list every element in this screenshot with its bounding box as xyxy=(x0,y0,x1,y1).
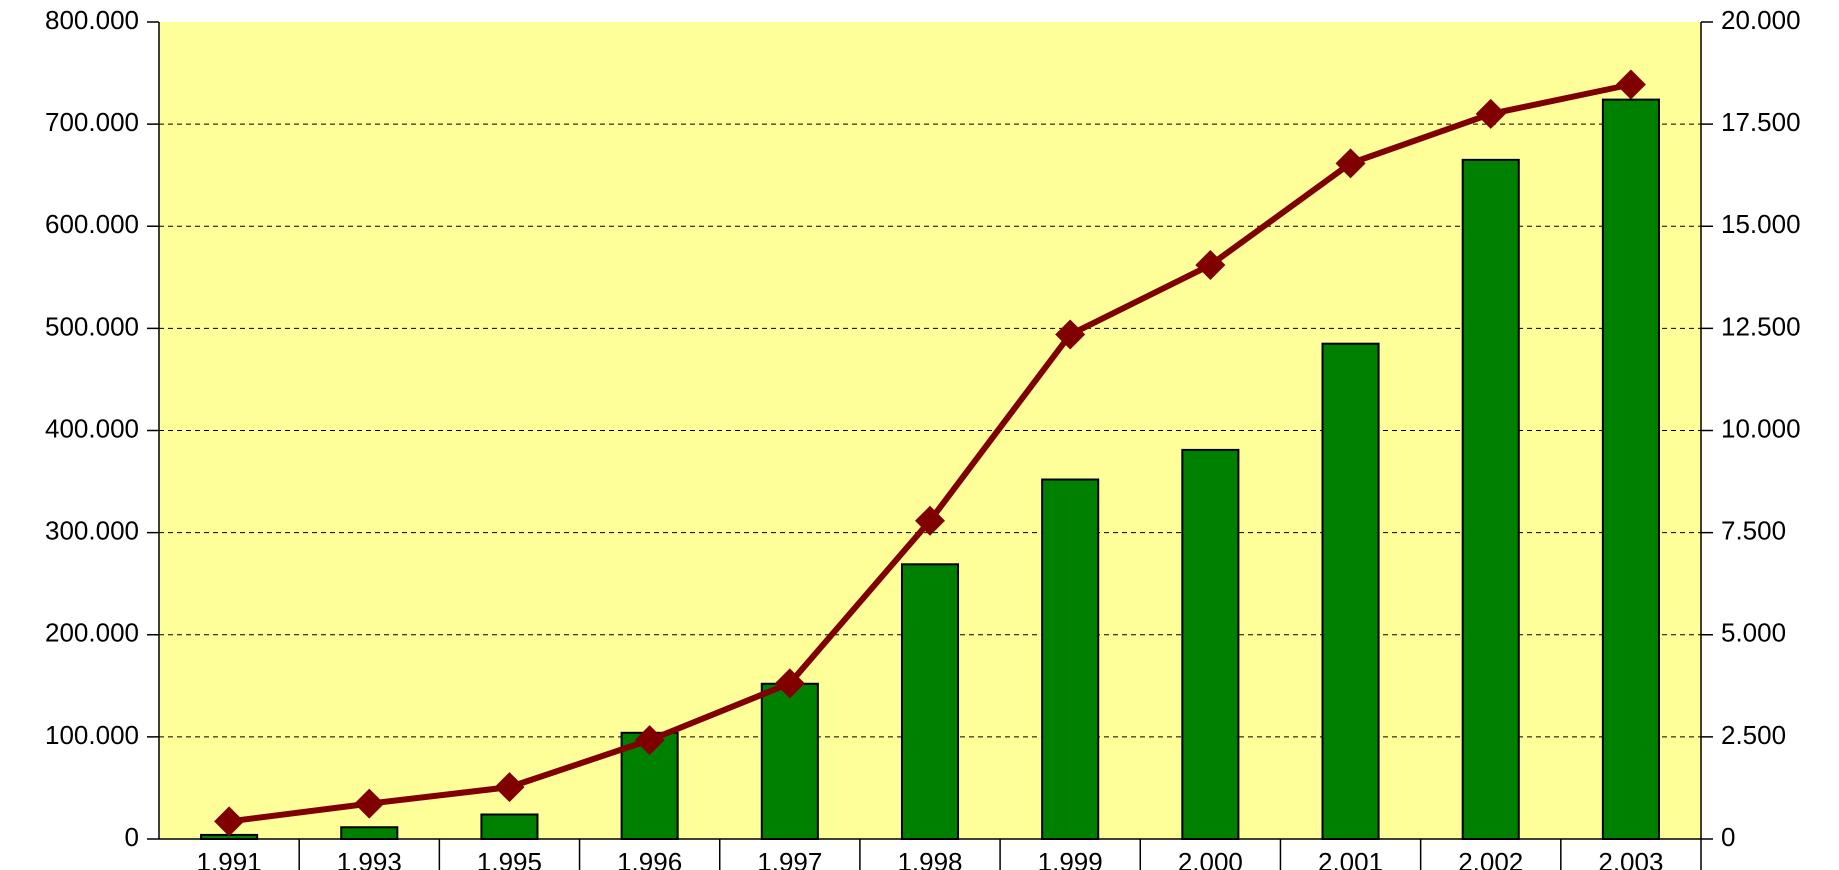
y2-tick-label: 5.000 xyxy=(1721,618,1786,648)
bar xyxy=(1041,478,1100,840)
bar xyxy=(1321,342,1380,840)
marker xyxy=(1335,148,1366,179)
x-tick-label: 1.991 xyxy=(197,847,262,870)
y2-tick-label: 12.500 xyxy=(1721,311,1801,341)
y2-tick-label: 17.500 xyxy=(1721,107,1801,137)
x-tick-label: 1.993 xyxy=(337,847,402,870)
x-tick-label: 1.996 xyxy=(617,847,682,870)
x-tick-label: 1.999 xyxy=(1038,847,1103,870)
marker xyxy=(1195,250,1226,281)
marker xyxy=(634,725,665,756)
marker xyxy=(774,668,805,699)
x-tick-label: 2.003 xyxy=(1598,847,1663,870)
y-tick-label: 200.000 xyxy=(45,618,139,648)
y2-tick-label: 2.500 xyxy=(1721,720,1786,750)
x-tick-label: 1.997 xyxy=(757,847,822,870)
y-tick-label: 300.000 xyxy=(45,516,139,546)
y-tick-label: 500.000 xyxy=(45,311,139,341)
y-tick-label: 800.000 xyxy=(45,5,139,35)
x-tick-label: 1.998 xyxy=(897,847,962,870)
marker xyxy=(494,772,525,803)
y2-tick-label: 7.500 xyxy=(1721,516,1786,546)
x-tick-label: 1.995 xyxy=(477,847,542,870)
marker xyxy=(915,505,945,536)
x-tick-label: 2.000 xyxy=(1178,847,1243,870)
x-tick-label: 2.001 xyxy=(1318,847,1383,870)
bar xyxy=(900,563,960,840)
x-tick-label: 2.002 xyxy=(1458,847,1523,870)
y2-tick-label: 20.000 xyxy=(1721,5,1801,35)
y-tick-label: 100.000 xyxy=(45,720,139,750)
bar xyxy=(1181,448,1240,840)
y2-tick-label: 0 xyxy=(1721,822,1735,852)
bar xyxy=(1601,98,1660,841)
bar xyxy=(760,682,819,841)
marker xyxy=(1475,98,1506,129)
bar xyxy=(340,826,399,840)
bar xyxy=(1461,158,1520,840)
y-tick-label: 700.000 xyxy=(45,107,139,137)
marker xyxy=(1615,69,1646,100)
y2-tick-label: 10.000 xyxy=(1721,413,1801,443)
y-tick-label: 0 xyxy=(125,822,139,852)
bar xyxy=(480,813,539,840)
y-tick-label: 600.000 xyxy=(45,209,139,239)
y-tick-label: 400.000 xyxy=(45,413,139,443)
y2-tick-label: 15.000 xyxy=(1721,209,1801,239)
marker xyxy=(1055,319,1086,350)
marker xyxy=(214,806,245,837)
marker xyxy=(354,788,385,819)
